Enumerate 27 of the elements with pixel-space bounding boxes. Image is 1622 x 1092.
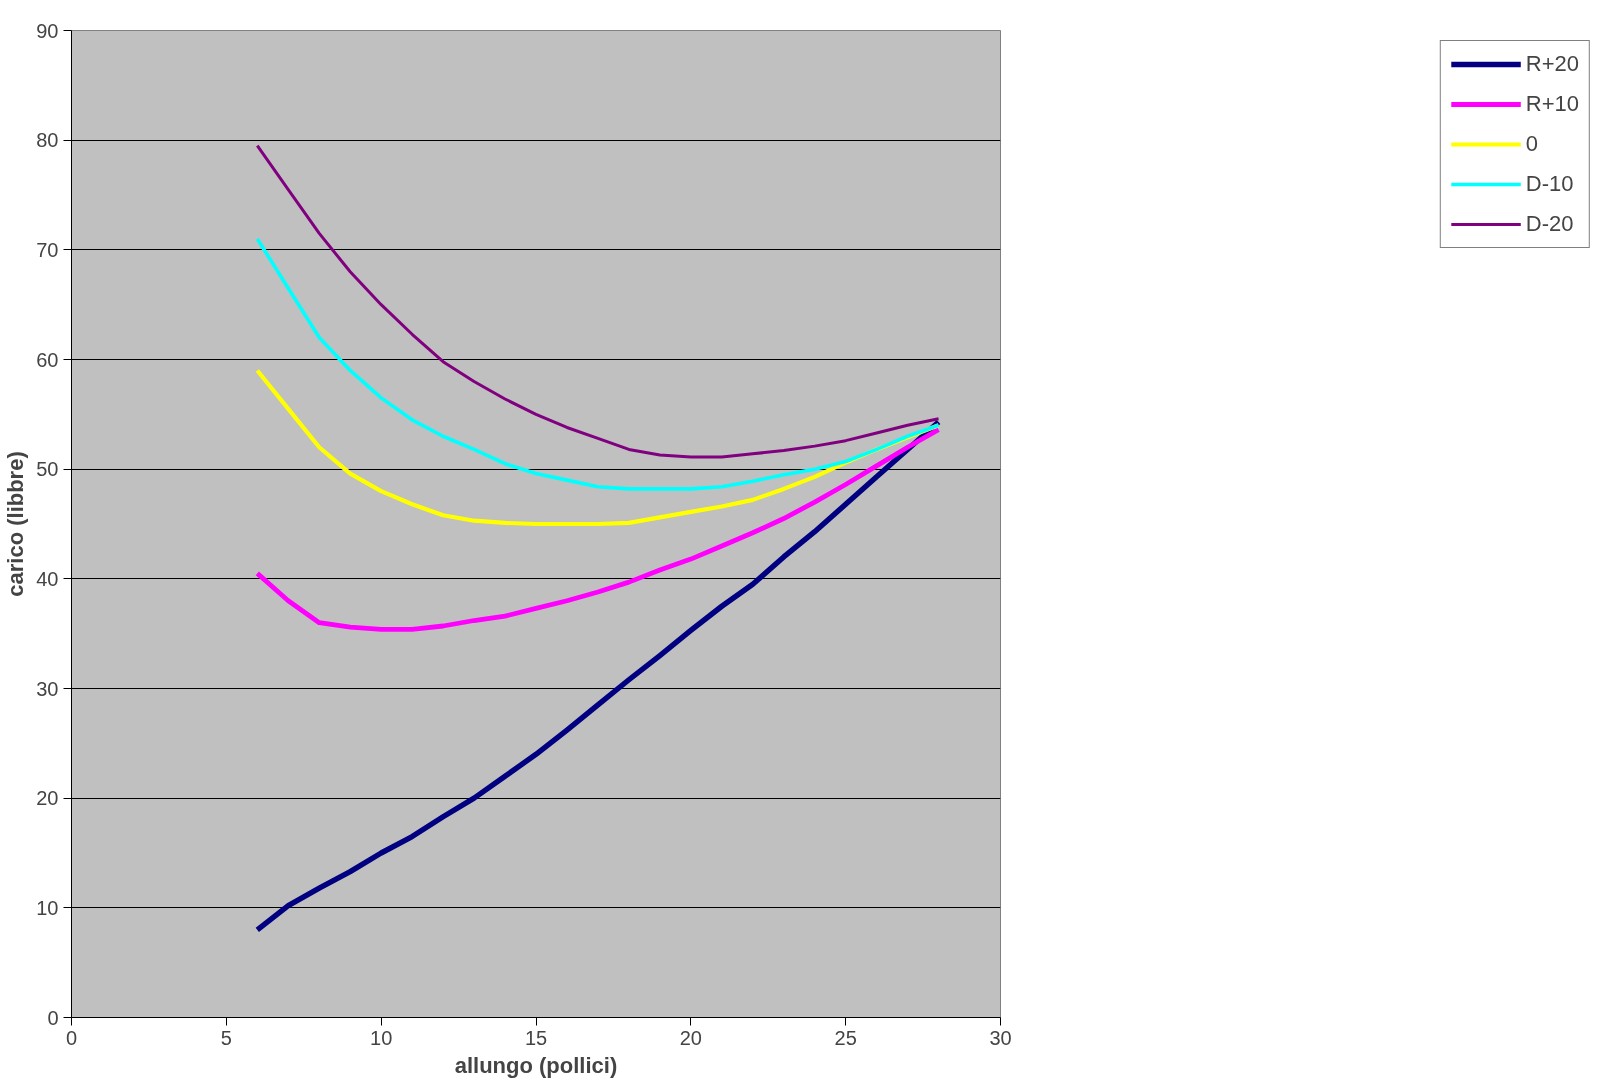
line-series (255, 144, 941, 459)
x-tick-label: 30 (989, 1026, 1012, 1049)
legend-label: D-10 (1525, 171, 1574, 197)
y-axis-title: carico (libbre) (3, 451, 29, 597)
y-tick-label: 80 (36, 129, 59, 152)
x-tick-label: 5 (220, 1026, 232, 1049)
y-tick-label: 20 (36, 787, 59, 810)
y-tick-label: 90 (36, 19, 59, 42)
y-tick-label: 30 (36, 677, 59, 700)
y-tick-label: 10 (36, 896, 59, 919)
y-tick-label: 60 (36, 348, 59, 371)
y-tick-label: 40 (36, 567, 59, 590)
x-tick-label: 15 (524, 1026, 548, 1049)
y-tick-label: 50 (36, 458, 59, 481)
legend-label: D-20 (1525, 211, 1574, 237)
x-axis-title: allungo (pollici) (454, 1052, 618, 1078)
legend-label: 0 (1525, 131, 1540, 157)
y-tick-label: 0 (47, 1006, 59, 1029)
y-tick-label: 70 (36, 238, 59, 261)
line-series (254, 427, 941, 632)
legend-label: R+20 (1525, 51, 1579, 77)
line-series (255, 237, 941, 491)
legend-label: R+10 (1525, 91, 1579, 117)
x-tick-label: 0 (65, 1026, 78, 1049)
x-tick-label: 10 (370, 1026, 393, 1049)
x-tick-label: 20 (679, 1026, 702, 1049)
x-tick-label: 25 (834, 1026, 857, 1049)
